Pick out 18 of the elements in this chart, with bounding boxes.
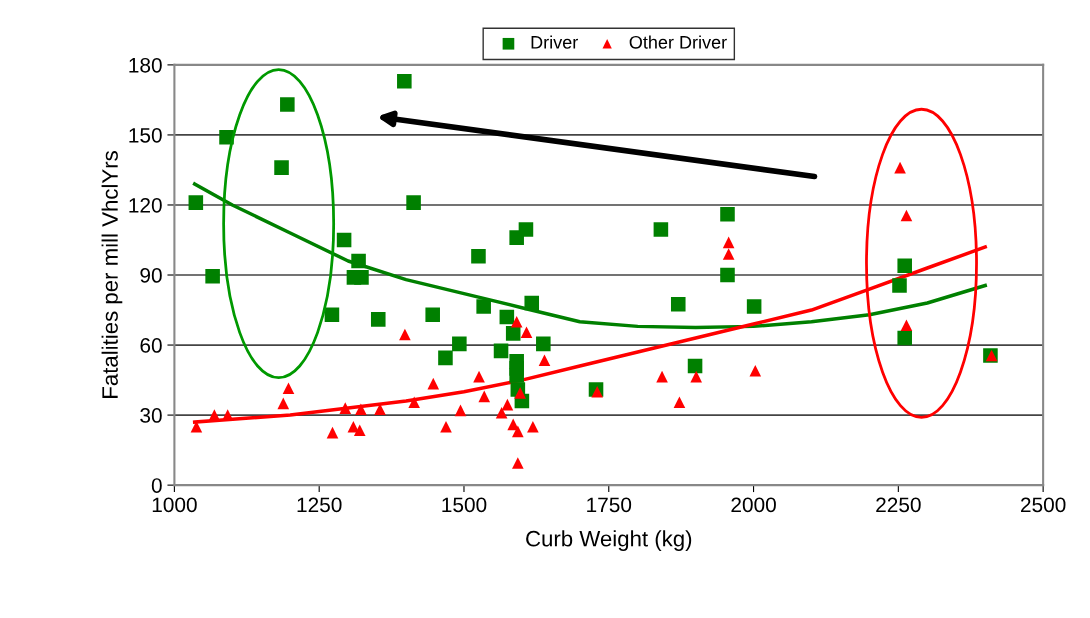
x-tick-label: 2500 bbox=[1021, 497, 1066, 513]
x-axis-title: Curb Weight (kg) bbox=[526, 530, 692, 551]
x-tick-label: 1000 bbox=[152, 497, 197, 513]
y-tick-label: 0 bbox=[151, 478, 162, 493]
y-tick-label: 180 bbox=[129, 57, 162, 73]
legend-label: Driver bbox=[531, 35, 578, 49]
y-axis-title: Fatalities per mill VhclYrs bbox=[101, 151, 123, 398]
legend-label: Other Driver bbox=[629, 35, 727, 49]
x-tick-label: 1500 bbox=[442, 497, 487, 513]
y-tick-label: 90 bbox=[140, 268, 162, 283]
y-tick-label: 120 bbox=[129, 197, 162, 213]
y-tick-label: 60 bbox=[140, 338, 162, 353]
x-tick-label: 2000 bbox=[731, 497, 776, 513]
x-tick-label: 2250 bbox=[876, 497, 921, 513]
x-tick-label: 1250 bbox=[297, 497, 342, 513]
x-tick-label: 1750 bbox=[587, 497, 632, 513]
y-tick-label: 150 bbox=[129, 127, 162, 143]
y-tick-label: 30 bbox=[140, 408, 162, 423]
